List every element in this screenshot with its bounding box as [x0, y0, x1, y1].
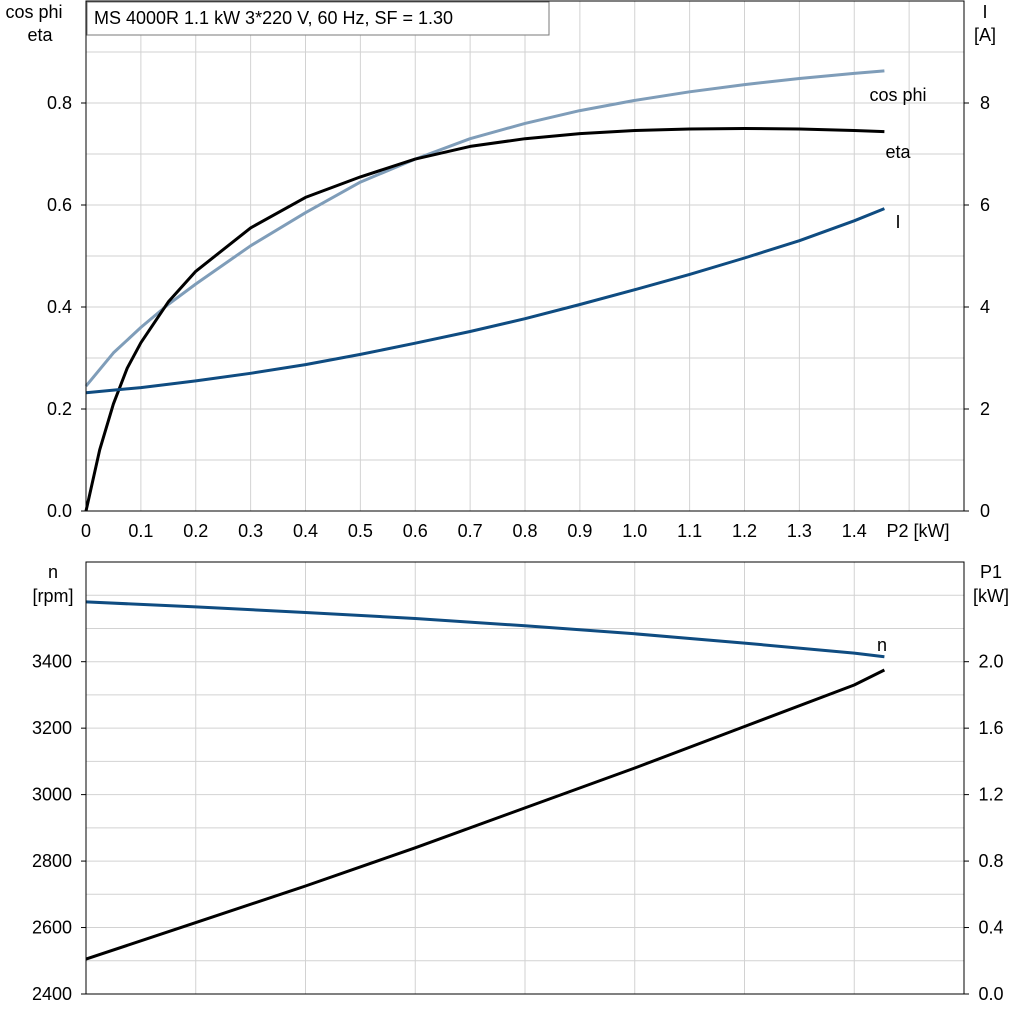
x-tick-label: 1.1 — [677, 521, 702, 541]
x-tick-label: 0.8 — [512, 521, 537, 541]
y-right-tick-label: 1.6 — [978, 718, 1003, 738]
y-right-tick-label: 1.2 — [978, 785, 1003, 805]
y-left-tick-label: 0.2 — [47, 399, 72, 419]
top-grid — [86, 1, 964, 511]
tick-labels: 0 0.1 0.2 0.3 0.4 0.5 0.6 0.7 0.8 0.9 1.0 1.1 1.2 1.3… — [32, 93, 1004, 1004]
y-left-tick-label: 0.4 — [47, 297, 72, 317]
x-tick-label: 0.6 — [403, 521, 428, 541]
chart-title: MS 4000R 1.1 kW 3*220 V, 60 Hz, SF = 1.3… — [94, 8, 453, 28]
series-label-eta: eta — [885, 142, 911, 162]
y-left-tick-label: 2800 — [32, 851, 72, 871]
y-left-tick-label: 0.0 — [47, 501, 72, 521]
input-power-curve — [85, 668, 886, 961]
y-left-label-eta: eta — [27, 25, 53, 45]
eta-curve — [84, 127, 885, 512]
x-tick-label: 1.0 — [622, 521, 647, 541]
y-right-tick-label: 0.4 — [978, 918, 1003, 938]
y-right-label-kw: [kW] — [973, 586, 1009, 606]
y-left-tick-label: 2400 — [32, 984, 72, 1004]
bottom-plot-frame — [85, 561, 965, 995]
top-curves — [84, 69, 885, 512]
y-right-tick-label: 4 — [980, 297, 990, 317]
y-left-tick-label: 3400 — [32, 652, 72, 672]
x-tick-label: 0.2 — [183, 521, 208, 541]
y-right-label-i: I — [982, 2, 987, 22]
bottom-grid — [86, 562, 964, 994]
x-tick-label: 1.4 — [842, 521, 867, 541]
title-box — [86, 1, 550, 36]
current-curve — [85, 207, 885, 395]
cos-phi-curve — [84, 69, 885, 388]
x-axis-label: P2 [kW] — [886, 521, 949, 541]
y-left-tick-label: 0.6 — [47, 195, 72, 215]
speed-curve — [85, 600, 885, 659]
y-right-tick-label: 2 — [980, 399, 990, 419]
y-right-tick-label: 0.0 — [978, 984, 1003, 1004]
x-tick-label: 0.3 — [238, 521, 263, 541]
y-right-tick-label: 6 — [980, 195, 990, 215]
y-left-tick-label: 3200 — [32, 718, 72, 738]
x-tick-label: 0.4 — [293, 521, 318, 541]
x-tick-label: 0.5 — [348, 521, 373, 541]
y-right-tick-label: 0 — [980, 501, 990, 521]
bottom-curves — [85, 600, 886, 961]
y-right-tick-label: 8 — [980, 93, 990, 113]
series-label-i: I — [895, 212, 900, 232]
top-plot-frame — [85, 0, 965, 512]
y-right-tick-label: 0.8 — [978, 851, 1003, 871]
y-right-label-p1: P1 — [980, 562, 1002, 582]
y-left-label-cosphi: cos phi — [5, 2, 62, 22]
y-left-label-rpm: [rpm] — [32, 586, 73, 606]
y-left-tick-label: 0.8 — [47, 93, 72, 113]
x-tick-label: 0 — [81, 521, 91, 541]
x-tick-label: 1.2 — [732, 521, 757, 541]
y-right-tick-label: 2.0 — [978, 652, 1003, 672]
y-left-label-n: n — [48, 562, 58, 582]
x-tick-label: 1.3 — [787, 521, 812, 541]
y-right-label-a: [A] — [974, 25, 996, 45]
y-left-tick-label: 2600 — [32, 918, 72, 938]
x-tick-label: 0.1 — [128, 521, 153, 541]
x-tick-label: 0.7 — [458, 521, 483, 541]
x-tick-label: 0.9 — [567, 521, 592, 541]
series-label-n: n — [877, 635, 887, 655]
series-label-cosphi: cos phi — [869, 85, 926, 105]
y-left-tick-label: 3000 — [32, 785, 72, 805]
